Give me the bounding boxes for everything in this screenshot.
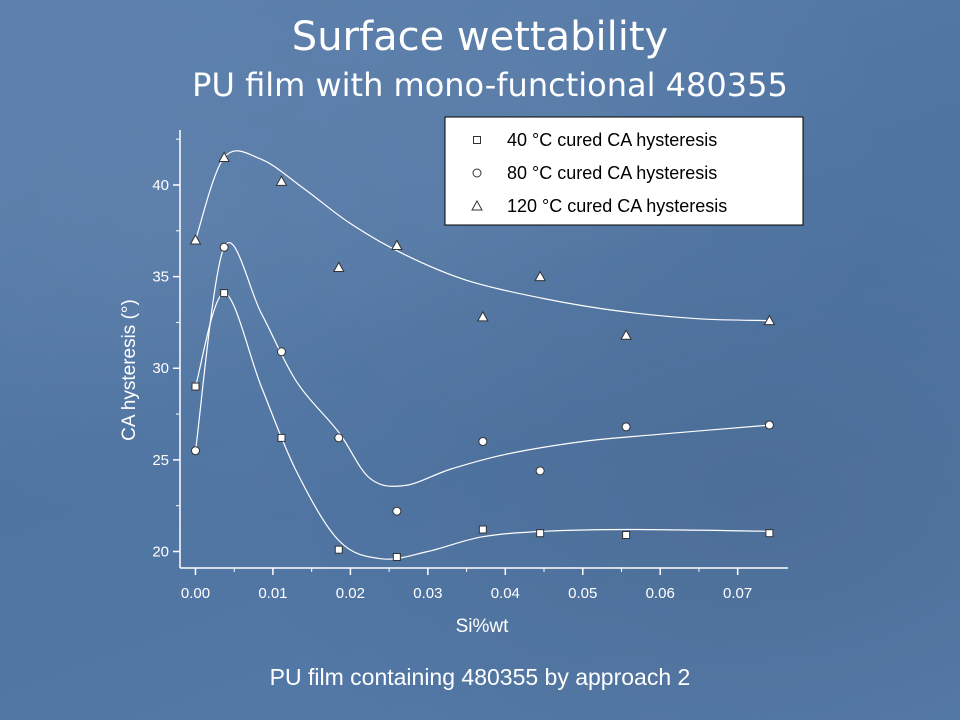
legend-marker-triangle xyxy=(471,199,483,211)
legend-label-circle: 80 °C cured CA hysteresis xyxy=(507,163,717,183)
legend-box xyxy=(444,116,804,226)
x-tick-label: 0.03 xyxy=(413,585,442,602)
data-point-triangle xyxy=(476,310,489,322)
axis-ticks: 0.00 0.01 0.02 0.03 0.04 0.05 0.06 0.07 20 25 30 35… xyxy=(152,138,752,602)
data-point-triangle xyxy=(275,175,288,186)
x-tick-label: 0.04 xyxy=(491,585,520,602)
data-point-square xyxy=(478,525,487,534)
y-axis-label: CA hysteresis (°) xyxy=(119,299,140,441)
data-point-triangle xyxy=(391,239,403,250)
data-point-triangle xyxy=(332,261,345,272)
legend-label-triangle: 120 °C cured CA hysteresis xyxy=(507,196,727,216)
x-tick-label: 0.00 xyxy=(181,585,210,602)
data-point-square xyxy=(277,433,286,442)
data-point-triangle xyxy=(763,314,776,326)
slide-title: Surface wettability xyxy=(291,14,669,60)
fit-curve-circle xyxy=(194,242,770,487)
data-point-circle xyxy=(334,433,344,443)
x-tick-label: 0.01 xyxy=(258,585,287,602)
data-point-circle xyxy=(190,446,200,456)
data-point-square xyxy=(536,529,545,538)
x-tick-label: 0.07 xyxy=(723,585,752,602)
slide-subtitle: PU film with mono-functional 480355 xyxy=(192,66,788,104)
y-tick-label: 40 xyxy=(152,177,169,194)
data-point-triangle xyxy=(534,270,547,282)
legend: 40 °C cured CA hysteresis 80 °C cured CA … xyxy=(444,116,804,226)
x-tick-label: 0.05 xyxy=(568,585,597,602)
data-point-circle xyxy=(276,347,286,357)
slide-caption: PU film containing 480355 by approach 2 xyxy=(269,664,691,690)
data-point-triangle xyxy=(189,233,202,245)
legend-marker-square xyxy=(473,136,481,144)
fit-curve-square xyxy=(194,292,770,560)
data-points xyxy=(189,151,776,562)
data-point-triangle xyxy=(620,329,632,340)
data-point-triangle xyxy=(218,151,230,162)
x-tick-label: 0.06 xyxy=(646,585,675,602)
data-point-square xyxy=(191,382,200,391)
x-tick-label: 0.02 xyxy=(336,585,365,602)
y-tick-label: 25 xyxy=(152,452,169,469)
y-tick-label: 20 xyxy=(152,544,169,561)
legend-marker-circle xyxy=(472,168,482,178)
data-point-circle xyxy=(764,420,774,430)
data-point-circle xyxy=(219,242,229,252)
y-tick-label: 35 xyxy=(152,269,169,286)
x-axis-label: Si%wt xyxy=(456,616,510,637)
fit-curve-triangle xyxy=(194,150,770,322)
data-point-square xyxy=(220,289,229,298)
y-tick-label: 30 xyxy=(152,360,169,377)
data-point-circle xyxy=(478,437,488,447)
data-point-square xyxy=(334,545,343,554)
data-point-circle xyxy=(621,422,631,432)
data-point-square xyxy=(622,531,631,540)
data-point-square xyxy=(765,529,774,538)
data-point-square xyxy=(392,553,401,562)
fit-curves xyxy=(194,150,770,560)
data-point-circle xyxy=(392,506,402,516)
data-point-circle xyxy=(535,466,545,476)
legend-label-square: 40 °C cured CA hysteresis xyxy=(507,130,717,150)
